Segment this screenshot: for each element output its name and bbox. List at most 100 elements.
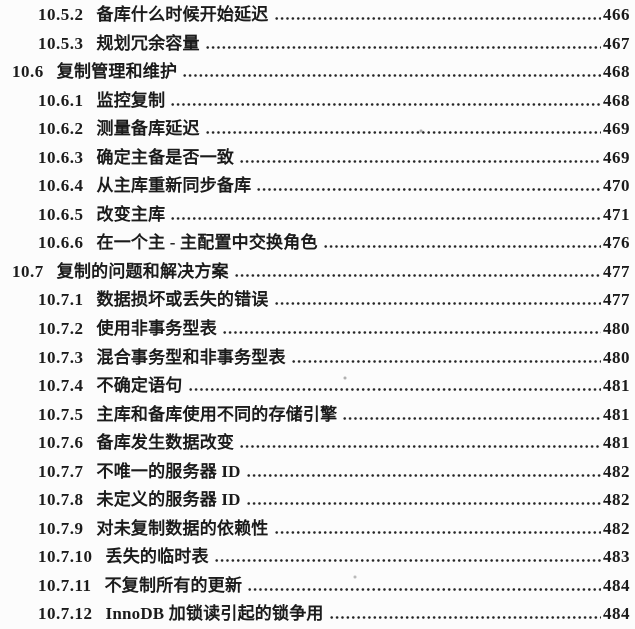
page-number: 477 <box>603 290 630 310</box>
page-number: 469 <box>603 147 630 167</box>
dot-leader <box>182 74 601 78</box>
section-number: 10.6.3 <box>38 147 84 167</box>
toc-entry: 10.7.5 主库和备库使用不同的存储引擎 481 <box>0 401 630 430</box>
toc-entry: 10.7.9 对未复制数据的依赖性 482 <box>0 515 630 544</box>
page-number: 482 <box>603 461 630 481</box>
section-title: 对未复制数据的依赖性 <box>96 518 269 538</box>
section-title: 确定主备是否一致 <box>96 147 235 167</box>
section-number: 10.5.3 <box>38 33 84 53</box>
page-number: 484 <box>603 604 630 624</box>
section-title: 未定义的服务器 ID <box>96 490 241 510</box>
toc-entry: 10.7.1 数据损坏或丢失的错误 477 <box>0 286 630 315</box>
toc-entry: 10.6 复制管理和维护 468 <box>0 58 630 87</box>
dot-leader <box>328 616 601 620</box>
toc-entry: 10.7.7 不唯一的服务器 ID 482 <box>0 458 630 487</box>
section-number: 10.7.6 <box>38 433 84 453</box>
dot-leader <box>239 159 601 163</box>
dot-leader <box>170 102 601 106</box>
page-number: 483 <box>603 547 630 567</box>
page-number: 471 <box>603 204 630 224</box>
toc-entry: 10.5.2 备库什么时候开始延迟 466 <box>0 1 630 30</box>
section-title: 混合事务型和非事务型表 <box>96 347 286 367</box>
toc-entry: 10.6.6 在一个主 - 主配置中交换角色 476 <box>0 229 630 258</box>
section-title: 数据损坏或丢失的错误 <box>96 290 269 310</box>
section-number: 10.5.2 <box>38 5 84 24</box>
page-number: 467 <box>603 33 630 53</box>
section-number: 10.6.1 <box>38 90 84 110</box>
section-title: 备库发生数据改变 <box>96 433 235 453</box>
section-number: 10.7.8 <box>38 490 84 510</box>
dot-leader <box>273 17 601 20</box>
dot-leader <box>239 445 601 449</box>
dot-leader <box>256 188 601 192</box>
page-number: 482 <box>603 518 630 538</box>
toc-entry: 10.7.11 不复制所有的更新 484 <box>0 572 630 601</box>
section-number: 10.7.4 <box>38 376 84 396</box>
page-number: 476 <box>603 233 630 253</box>
dot-leader <box>204 131 601 135</box>
toc-entry: 10.6.2 测量备库延迟 469 <box>0 115 630 144</box>
section-number: 10.7.9 <box>38 518 84 538</box>
dot-leader <box>273 302 601 306</box>
toc-entry: 10.6.1 监控复制 468 <box>0 87 630 116</box>
page-number: 480 <box>603 347 630 367</box>
section-title: InnoDB 加锁读引起的锁争用 <box>105 604 324 624</box>
section-number: 10.6 <box>12 62 44 82</box>
page-number: 470 <box>603 176 630 196</box>
dot-leader <box>221 331 601 335</box>
section-number: 10.6.5 <box>38 204 84 224</box>
toc-entry: 10.7.12 InnoDB 加锁读引起的锁争用 484 <box>0 600 630 629</box>
section-title: 主库和备库使用不同的存储引擎 <box>96 404 338 424</box>
section-number: 10.7 <box>12 261 44 281</box>
page-number: 468 <box>603 62 630 82</box>
section-title: 从主库重新同步备库 <box>96 176 252 196</box>
dot-leader <box>170 216 601 220</box>
section-title: 改变主库 <box>96 204 166 224</box>
dot-leader <box>342 416 601 420</box>
section-number: 10.7.12 <box>38 604 93 624</box>
dot-leader <box>245 502 601 506</box>
dot-leader <box>322 245 601 249</box>
page-number: 482 <box>603 490 630 510</box>
page-number: 481 <box>603 404 630 424</box>
section-title: 复制管理和维护 <box>56 62 178 82</box>
section-title: 丢失的临时表 <box>105 547 209 567</box>
section-number: 10.7.5 <box>38 404 84 424</box>
section-number: 10.7.11 <box>38 575 92 595</box>
page-number: 481 <box>603 433 630 453</box>
section-title: 不复制所有的更新 <box>104 575 243 595</box>
dot-leader <box>233 273 601 277</box>
section-title: 复制的问题和解决方案 <box>56 261 229 281</box>
toc-entry: 10.7.10 丢失的临时表 483 <box>0 543 630 572</box>
page-number: 477 <box>603 261 630 281</box>
dot-leader <box>290 359 601 363</box>
section-title: 监控复制 <box>96 90 166 110</box>
dot-leader <box>213 559 601 563</box>
toc-entry: 10.6.5 改变主库 471 <box>0 201 630 230</box>
page-number: 481 <box>603 376 630 396</box>
toc-entry: 10.7.2 使用非事务型表 480 <box>0 315 630 344</box>
toc-entry: 10.7.6 备库发生数据改变 481 <box>0 429 630 458</box>
toc-entry: 10.5.3 规划冗余容量 467 <box>0 30 630 59</box>
section-title: 不确定语句 <box>96 376 183 396</box>
dot-leader <box>245 473 601 477</box>
dot-leader <box>273 530 601 534</box>
section-number: 10.7.1 <box>38 290 84 310</box>
section-title: 测量备库延迟 <box>96 119 200 139</box>
toc-entry: 10.6.4 从主库重新同步备库 470 <box>0 172 630 201</box>
page-number: 466 <box>603 5 630 24</box>
dot-leader <box>204 45 601 49</box>
toc-entry: 10.7 复制的问题和解决方案 477 <box>0 258 630 287</box>
page-number: 468 <box>603 90 630 110</box>
page-number: 469 <box>603 119 630 139</box>
section-title: 备库什么时候开始延迟 <box>96 5 269 24</box>
section-number: 10.6.2 <box>38 119 84 139</box>
page-number: 484 <box>603 575 630 595</box>
dot-leader <box>247 587 601 591</box>
section-number: 10.7.3 <box>38 347 84 367</box>
section-title: 使用非事务型表 <box>96 319 217 339</box>
section-number: 10.7.10 <box>38 547 93 567</box>
section-number: 10.6.6 <box>38 233 84 253</box>
